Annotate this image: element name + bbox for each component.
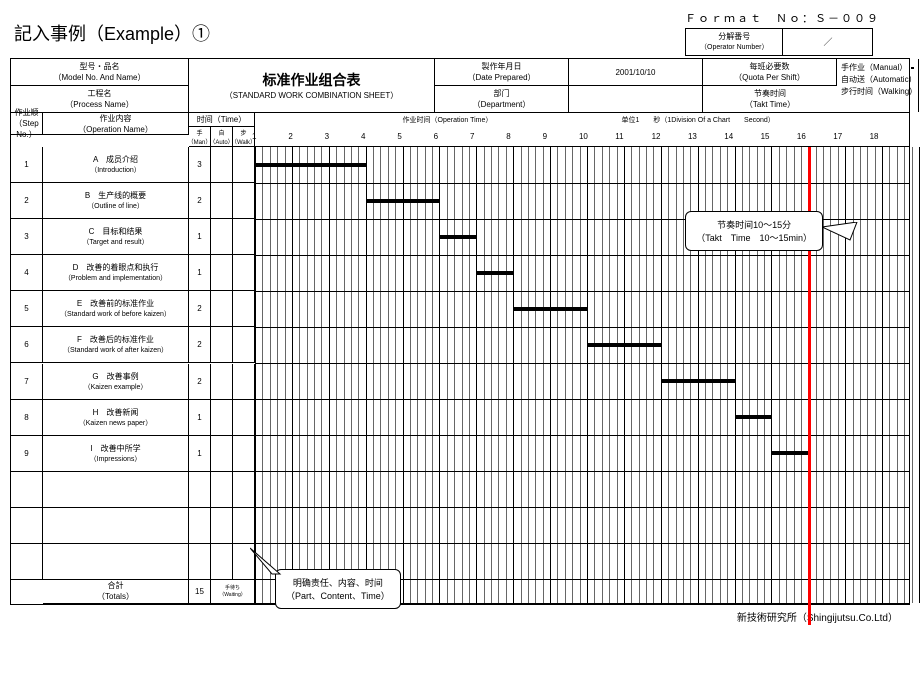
step-no: 3	[11, 219, 43, 255]
operation-name: A 成员介绍（Introduction）	[43, 147, 189, 183]
operator-value: ／	[783, 28, 873, 56]
step-no: 4	[11, 255, 43, 291]
man-time: 1	[189, 219, 211, 255]
gantt-bar	[771, 451, 808, 455]
operator-label-jp: 分解番号	[700, 31, 768, 42]
form-header: 型号・品名（Model No. And Name） 标准作业组合表（STANDA…	[10, 58, 910, 113]
step-no: 2	[11, 183, 43, 219]
gantt-bar	[735, 415, 772, 419]
footer-company: 新技術研究所（Shingijutsu.Co.Ltd）	[10, 605, 910, 624]
man-time: 2	[189, 364, 211, 400]
man-time: 2	[189, 327, 211, 363]
man-time: 1	[189, 255, 211, 291]
operation-name: H 改善新闻（Kaizen news paper）	[43, 400, 189, 436]
operation-name: B 生产线的概要（Outline of line）	[43, 183, 189, 219]
page-title: 記入事例（Example）①	[10, 10, 214, 56]
legend: 手作业（Manual） 自动送（Automatic） 步行时间（Walking）	[837, 59, 919, 112]
totals-man: 15	[189, 580, 211, 604]
operator-number-box: 分解番号 （Operator Number） ／	[685, 28, 910, 56]
top-header: 記入事例（Example）① Ｆｏｒｍａｔ Ｎｏ：Ｓ－００９ 分解番号 （Ope…	[10, 10, 910, 56]
left-columns: 作业顺（Step No.）作业内容（Operation Name）时间（Time…	[11, 113, 255, 604]
format-number: Ｆｏｒｍａｔ Ｎｏ：Ｓ－００９	[685, 10, 910, 26]
step-no: 6	[11, 327, 43, 363]
man-time: 2	[189, 291, 211, 327]
chart-header: 作业时间（Operation Time）单位1 秒（1Division Of a…	[255, 113, 909, 147]
gantt-bar	[439, 235, 476, 239]
date-value: 2001/10/10	[569, 59, 703, 86]
operation-name: C 目标和结果（Target and result）	[43, 219, 189, 255]
man-time: 2	[189, 183, 211, 219]
man-time: 1	[189, 400, 211, 436]
step-no: 7	[11, 364, 43, 400]
gantt-bar	[255, 163, 366, 167]
step-no: 1	[11, 147, 43, 183]
gantt-bar	[661, 379, 735, 383]
step-no: 5	[11, 291, 43, 327]
operation-name: F 改善后的标准作业（Standard work of after kaizen…	[43, 327, 189, 363]
callout-takt: 节奏时间10～15分 （Takt Time 10～15min）	[685, 211, 823, 251]
gantt-bar	[366, 199, 440, 203]
operator-label-en: （Operator Number）	[700, 42, 768, 52]
operation-name: D 改善的着眼点和执行（Problem and implementation）	[43, 255, 189, 291]
form-title: 标准作业组合表	[193, 70, 430, 90]
gantt-chart: 作业时间（Operation Time）单位1 秒（1Division Of a…	[255, 113, 909, 604]
gantt-bar	[513, 307, 587, 311]
main-table: 作业顺（Step No.）作业内容（Operation Name）时间（Time…	[10, 113, 910, 605]
gantt-bar	[587, 343, 661, 347]
man-time: 3	[189, 147, 211, 183]
callout-content: 明确责任、内容、时间 （Part、Content、Time）	[275, 569, 401, 609]
operation-name: G 改善事例（Kaizen example）	[43, 364, 189, 400]
operation-name: I 改善中所学（Impressions）	[43, 436, 189, 472]
step-no: 9	[11, 436, 43, 472]
operation-name: E 改善前的标准作业（Standard work of before kaize…	[43, 291, 189, 327]
totals-label: 合計（Totals）	[43, 580, 189, 604]
step-no: 8	[11, 400, 43, 436]
gantt-bar	[476, 271, 513, 275]
man-time: 1	[189, 436, 211, 472]
